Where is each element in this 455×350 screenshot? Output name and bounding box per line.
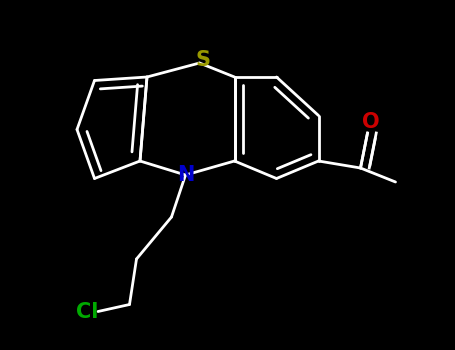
- Text: O: O: [362, 112, 380, 133]
- Text: N: N: [177, 165, 194, 185]
- Text: Cl: Cl: [76, 301, 99, 322]
- Text: S: S: [196, 49, 211, 70]
